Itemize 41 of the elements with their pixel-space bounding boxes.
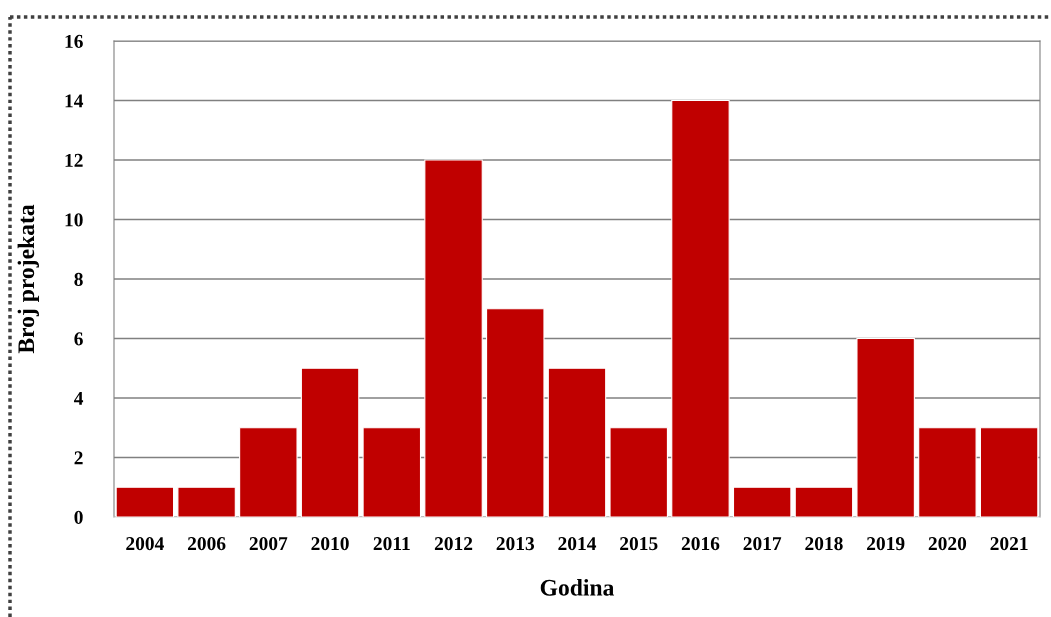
- y-tick-label: 2: [74, 451, 83, 465]
- x-tick-label: 2013: [496, 537, 535, 551]
- x-tick-label: 2014: [558, 537, 597, 551]
- bar: [362, 427, 422, 517]
- bar: [671, 99, 730, 517]
- y-tick-label: 16: [65, 34, 83, 48]
- x-tick-label: 2011: [373, 537, 410, 551]
- y-tick-label: 6: [74, 332, 83, 346]
- x-tick-label: 2019: [867, 537, 905, 551]
- y-axis-title: Broj projekata: [17, 204, 39, 354]
- y-tick-label: 4: [73, 391, 84, 405]
- bar: [177, 486, 236, 517]
- bar: [609, 427, 668, 517]
- bar: [547, 367, 607, 517]
- x-tick-label: 2020: [928, 537, 967, 551]
- y-tick-label: 8: [74, 272, 83, 286]
- y-tick-label: 0: [74, 510, 83, 524]
- x-tick-label: 2017: [743, 537, 782, 551]
- bar: [300, 367, 360, 517]
- y-tick-label: 12: [65, 153, 83, 167]
- bar: [424, 159, 483, 517]
- x-tick-label: 2016: [681, 537, 720, 551]
- x-tick-label: 2018: [805, 537, 843, 551]
- bar: [918, 427, 977, 517]
- x-tick-label: 2021: [990, 537, 1028, 551]
- x-tick-label: 2004: [126, 537, 164, 551]
- x-tick-label: 2007: [249, 537, 288, 551]
- bar: [115, 486, 175, 517]
- y-tick-label: 10: [65, 213, 83, 227]
- bar: [979, 427, 1039, 517]
- bar: [794, 486, 854, 517]
- x-tick-label: 2015: [620, 537, 658, 551]
- x-axis-title: Godina: [540, 579, 615, 596]
- bar: [239, 427, 298, 517]
- y-tick-label: 14: [65, 94, 84, 108]
- bar: [856, 337, 915, 517]
- x-tick-label: 2006: [187, 537, 226, 551]
- bar: [732, 486, 792, 517]
- bar: [486, 308, 545, 517]
- x-tick-label: 2010: [311, 537, 349, 551]
- x-tick-label: 2012: [434, 537, 473, 551]
